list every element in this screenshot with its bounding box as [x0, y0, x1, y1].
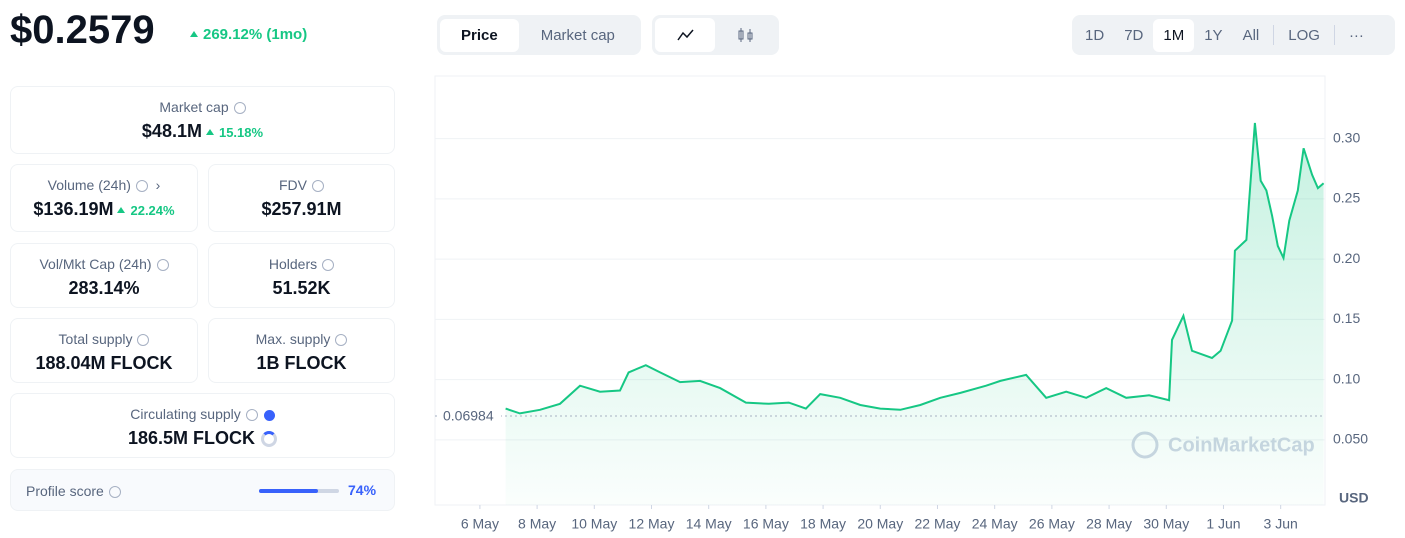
stat-label: Volume (24h): [47, 177, 131, 193]
profile-label: Profile score: [26, 483, 104, 499]
chart-type-group: [652, 15, 779, 55]
baseline-label-bg: [437, 407, 501, 426]
price-change: 269.12% (1mo): [190, 26, 307, 43]
progress-track: [259, 489, 339, 493]
profile-card[interactable]: Profile score 74%: [10, 469, 395, 511]
price-change-text: 269.12% (1mo): [203, 26, 308, 43]
stat-value: 283.14%: [68, 278, 140, 298]
x-tick-label: 24 May: [972, 516, 1018, 532]
y-tick-label: 0.10: [1333, 370, 1360, 386]
x-tick-label: 8 May: [518, 516, 556, 532]
range[interactable]: 1M: [1153, 18, 1195, 52]
x-tick-label: 18 May: [800, 516, 846, 532]
stat-card: Circulating supply 186.5M FLOCK: [10, 393, 395, 458]
stat-label: Holders: [268, 256, 318, 272]
stat-card: Max. supply 1B FLOCK: [208, 318, 395, 383]
y-tick-label: 0.050: [1333, 431, 1368, 447]
tab[interactable]: Price: [440, 18, 519, 52]
price-line: [505, 122, 1325, 415]
stat-label: Total supply: [58, 331, 133, 347]
x-tick-label: 30 May: [1143, 516, 1189, 532]
price: $0.2579: [10, 8, 155, 52]
range[interactable]: All: [1242, 26, 1260, 44]
stat-label: Circulating supply: [130, 406, 241, 422]
tab-group: Price Market cap: [437, 15, 641, 55]
x-tick-label: 12 May: [629, 516, 675, 532]
progress-bar: [259, 489, 319, 493]
tab[interactable]: Market cap: [540, 26, 615, 44]
y-tick-label: 0.30: [1333, 129, 1360, 145]
stat-label: Market cap: [159, 99, 229, 115]
x-tick-label: 28 May: [1086, 516, 1132, 532]
x-tick-label: 20 May: [857, 516, 903, 532]
stat-card: Holders 51.52K: [208, 243, 395, 308]
x-tick-label: 22 May: [915, 516, 961, 532]
stat-label: Vol/Mkt Cap (24h): [39, 256, 152, 272]
more-menu[interactable]: ···: [1348, 26, 1364, 44]
stat-card: Vol/Mkt Cap (24h) 283.14%: [10, 243, 198, 308]
x-tick-label: 16 May: [743, 516, 789, 532]
range[interactable]: 1Y: [1204, 26, 1223, 44]
stat-value: $136.19M: [33, 199, 114, 219]
candle-icon[interactable]: [715, 18, 775, 52]
stat-value: 51.52K: [272, 278, 331, 298]
y-tick-label: 0.20: [1333, 250, 1360, 266]
stat-value: $257.91M: [261, 199, 342, 219]
range[interactable]: LOG: [1288, 26, 1320, 44]
stat-value: 188.04M FLOCK: [35, 353, 173, 373]
stat-value: $48.1M: [141, 121, 202, 141]
x-tick-label: 10 May: [571, 516, 617, 532]
x-tick-label: 1 Jun: [1206, 516, 1240, 532]
stat-card: Total supply 188.04M FLOCK: [10, 318, 198, 383]
x-tick-label: 26 May: [1029, 516, 1075, 532]
stat-card[interactable]: Volume (24h) › $136.19M 22.24%: [10, 164, 198, 232]
x-tick-label: 3 Jun: [1264, 516, 1298, 532]
x-tick-label: 6 May: [461, 516, 499, 532]
area: [505, 123, 1324, 505]
stat-change: 15.18%: [218, 125, 264, 140]
stat-value: 186.5M FLOCK: [127, 428, 256, 448]
profile-value: 74%: [348, 482, 377, 498]
stat-label: FDV: [279, 177, 307, 193]
line-icon[interactable]: [655, 18, 715, 52]
stat-change: 22.24%: [130, 203, 175, 218]
range[interactable]: 7D: [1124, 26, 1144, 44]
stat-label: Max. supply: [255, 331, 331, 347]
stat-value: 1B FLOCK: [256, 353, 347, 373]
y-unit: USD: [1339, 490, 1369, 506]
baseline-label: 0.06984: [443, 408, 494, 424]
y-tick-label: 0.25: [1333, 190, 1360, 206]
stat-card: Market cap $48.1M 15.18%: [10, 86, 395, 154]
range[interactable]: 1D: [1085, 26, 1105, 44]
y-tick-label: 0.15: [1333, 310, 1360, 326]
x-tick-label: 14 May: [686, 516, 732, 532]
stat-card: FDV $257.91M: [208, 164, 395, 232]
range-group: 1D 7D 1M 1Y All LOG ···: [1072, 15, 1395, 55]
